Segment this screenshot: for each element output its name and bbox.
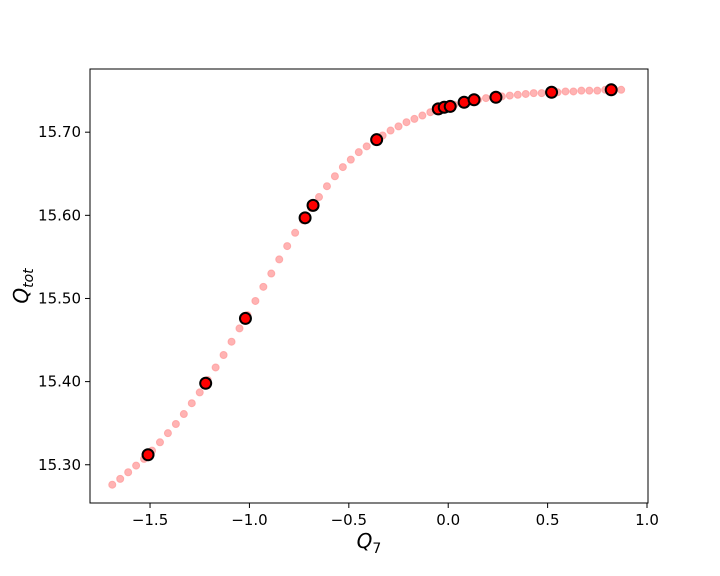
point <box>489 90 503 104</box>
x-tick-label: −0.5 <box>331 511 367 529</box>
point <box>219 351 228 360</box>
point <box>529 89 538 98</box>
x-tick-label: −1.0 <box>231 511 267 529</box>
point <box>593 86 602 95</box>
point <box>116 474 125 483</box>
point <box>195 388 204 397</box>
point <box>291 228 300 237</box>
point <box>171 420 180 429</box>
point <box>235 324 244 333</box>
point <box>227 337 236 346</box>
point <box>481 94 490 103</box>
point <box>315 193 324 202</box>
point <box>298 211 312 225</box>
point <box>132 461 141 470</box>
point <box>561 87 570 96</box>
point <box>187 399 196 408</box>
plot-frame <box>89 68 649 504</box>
point <box>521 89 530 98</box>
y-tick-label: 15.30 <box>38 456 81 474</box>
point <box>354 148 363 157</box>
point <box>604 83 618 97</box>
point <box>163 429 172 438</box>
x-tick-label: 1.0 <box>635 511 659 529</box>
point <box>211 363 220 372</box>
x-axis-label-sub: 7 <box>372 541 381 557</box>
point <box>259 282 268 291</box>
point <box>410 114 419 123</box>
point <box>338 163 347 172</box>
point <box>275 255 284 264</box>
y-tick-label: 15.50 <box>38 289 81 307</box>
point <box>569 87 578 96</box>
point <box>585 86 594 95</box>
x-axis-label-main: Q <box>357 529 373 553</box>
point <box>513 90 522 99</box>
point <box>283 242 292 251</box>
point <box>251 296 260 305</box>
point <box>394 122 403 131</box>
point <box>322 182 331 191</box>
y-axis-label-main: Q <box>9 288 33 304</box>
point <box>386 126 395 135</box>
point <box>346 155 355 164</box>
point <box>306 198 320 212</box>
point <box>577 86 586 95</box>
point <box>155 438 164 447</box>
point <box>179 410 188 419</box>
point <box>467 93 481 107</box>
x-axis-label: Q7 <box>357 529 382 557</box>
point <box>141 448 155 462</box>
point <box>267 269 276 278</box>
point <box>443 99 457 113</box>
point <box>505 91 514 100</box>
x-tick-label: 0.5 <box>536 511 560 529</box>
point <box>617 85 626 94</box>
point <box>545 85 559 99</box>
point <box>370 133 384 147</box>
y-tick-label: 15.60 <box>38 206 81 224</box>
point <box>108 480 117 489</box>
point <box>418 111 427 120</box>
point <box>124 468 133 477</box>
y-axis-label: Qtot <box>9 268 37 304</box>
x-tick-label: −1.5 <box>132 511 168 529</box>
point <box>537 89 546 98</box>
point <box>238 311 252 325</box>
y-tick-label: 15.40 <box>38 373 81 391</box>
point <box>330 172 339 181</box>
y-axis-label-sub: tot <box>21 268 37 288</box>
point <box>362 142 371 151</box>
point <box>402 118 411 127</box>
point <box>199 376 213 390</box>
y-tick-label: 15.70 <box>38 123 81 141</box>
x-tick-label: 0.0 <box>436 511 460 529</box>
